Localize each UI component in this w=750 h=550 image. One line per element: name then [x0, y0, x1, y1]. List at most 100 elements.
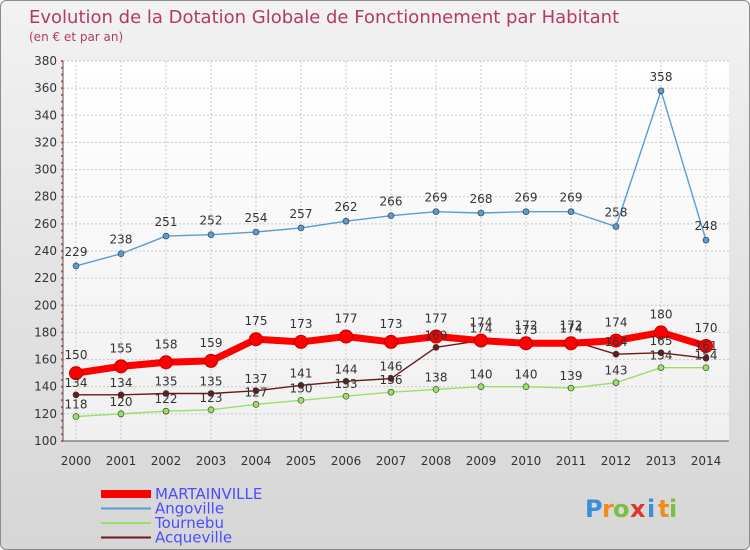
data-point-tournebu	[207, 406, 215, 414]
data-point-angoville	[702, 236, 710, 244]
data-point-acqueville	[702, 354, 710, 362]
y-minor-tick	[61, 440, 63, 442]
y-minor-tick	[61, 256, 63, 259]
data-label-angoville: 248	[695, 219, 718, 233]
data-point-martainville	[654, 325, 668, 340]
data-point-tournebu	[702, 364, 710, 372]
data-point-acqueville	[657, 349, 665, 357]
y-minor-tick	[61, 155, 63, 157]
x-tick-label: 2013	[646, 454, 677, 468]
y-minor-tick	[61, 243, 63, 246]
data-label-acqueville: 134	[110, 376, 133, 390]
data-point-martainville	[339, 329, 353, 344]
data-label-angoville: 238	[110, 233, 133, 247]
y-tick-label: 240	[34, 244, 57, 258]
data-point-angoville	[432, 208, 440, 215]
data-label-acqueville: 174	[470, 322, 493, 336]
y-minor-tick	[61, 250, 63, 252]
data-label-martainville: 180	[650, 307, 673, 321]
data-label-acqueville: 165	[650, 334, 673, 348]
data-point-angoville	[477, 209, 485, 217]
data-point-martainville	[114, 359, 128, 374]
y-minor-tick	[61, 378, 63, 381]
data-point-acqueville	[432, 344, 440, 351]
data-label-tournebu: 136	[380, 373, 403, 387]
data-label-martainville: 173	[290, 317, 313, 331]
y-minor-tick	[61, 114, 63, 117]
chart-title: Evolution de la Dotation Globale de Fonc…	[29, 7, 619, 28]
data-point-martainville	[609, 333, 623, 348]
data-label-tournebu: 140	[515, 368, 538, 382]
legend-label-angoville: Angoville	[155, 500, 224, 518]
data-point-angoville	[207, 231, 215, 239]
data-point-tournebu	[117, 410, 125, 418]
data-label-acqueville: 161	[695, 339, 718, 353]
data-label-tournebu: 140	[470, 368, 493, 382]
y-tick-label: 140	[34, 380, 57, 394]
y-minor-tick	[61, 311, 63, 314]
data-point-tournebu	[162, 407, 170, 415]
data-point-acqueville	[117, 391, 125, 399]
data-point-acqueville	[207, 390, 215, 397]
legend-label-tournebu: Tournebu	[154, 514, 224, 532]
data-point-tournebu	[297, 396, 305, 404]
data-label-acqueville: 134	[65, 376, 88, 390]
chart-subtitle: (en € et par an)	[29, 30, 123, 44]
data-point-acqueville	[162, 390, 170, 397]
data-point-angoville	[162, 232, 170, 240]
data-label-martainville: 173	[380, 317, 403, 331]
data-label-angoville: 262	[335, 200, 358, 214]
data-label-martainville: 159	[200, 336, 223, 350]
data-point-acqueville	[342, 377, 350, 385]
y-minor-tick	[61, 372, 63, 375]
data-point-tournebu	[477, 383, 485, 391]
logo-letter: r	[602, 495, 614, 523]
y-tick-label: 300	[34, 163, 57, 177]
data-label-tournebu: 133	[335, 377, 358, 391]
y-tick-label: 120	[34, 407, 57, 421]
data-point-angoville	[252, 228, 260, 236]
data-label-martainville: 174	[605, 316, 628, 330]
y-minor-tick	[61, 419, 63, 422]
legend-label-acqueville: Acqueville	[155, 529, 232, 547]
data-label-martainville: 150	[65, 348, 88, 362]
data-point-angoville	[387, 212, 395, 220]
data-label-tournebu: 123	[200, 391, 223, 405]
y-minor-tick	[61, 283, 63, 286]
y-minor-tick	[61, 338, 63, 341]
data-label-angoville: 254	[245, 211, 268, 225]
data-point-tournebu	[387, 388, 395, 396]
data-label-tournebu: 127	[245, 385, 268, 399]
y-minor-tick	[61, 175, 63, 178]
data-point-martainville	[474, 333, 488, 348]
y-tick-label: 340	[34, 108, 57, 122]
y-tick-label: 200	[34, 298, 57, 312]
y-tick-label: 160	[34, 353, 57, 367]
y-minor-tick	[61, 297, 63, 300]
data-point-angoville	[297, 224, 305, 232]
x-tick-label: 2014	[691, 454, 722, 468]
x-tick-label: 2007	[376, 454, 407, 468]
data-point-tournebu	[657, 364, 665, 372]
y-minor-tick	[61, 433, 63, 436]
data-point-tournebu	[522, 383, 530, 391]
data-label-tournebu: 154	[695, 349, 718, 363]
y-minor-tick	[61, 345, 63, 347]
y-minor-tick	[61, 365, 63, 368]
y-minor-tick	[61, 80, 63, 83]
y-minor-tick	[61, 324, 63, 327]
data-label-tournebu: 143	[605, 364, 628, 378]
y-tick-label: 360	[34, 81, 57, 95]
series-layer	[69, 87, 713, 420]
data-label-angoville: 358	[650, 70, 673, 84]
y-minor-tick	[61, 107, 63, 110]
x-tick-label: 2005	[286, 454, 317, 468]
x-tick-label: 2012	[601, 454, 632, 468]
data-label-tournebu: 139	[560, 369, 583, 383]
y-tick-label: 220	[34, 271, 57, 285]
data-point-tournebu	[72, 413, 80, 420]
y-minor-tick	[61, 331, 63, 334]
data-point-martainville	[429, 329, 443, 344]
